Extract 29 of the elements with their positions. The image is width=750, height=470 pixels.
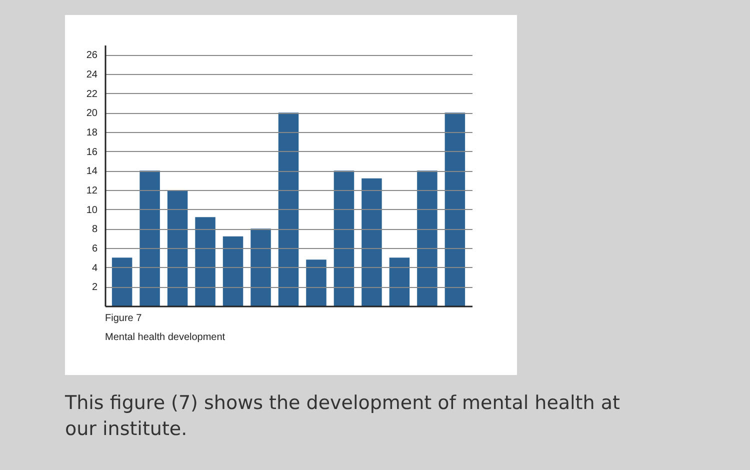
y-tick-label: 6 bbox=[92, 244, 98, 254]
bar bbox=[250, 228, 271, 306]
y-tick-label: 14 bbox=[86, 166, 98, 178]
bar bbox=[167, 190, 188, 306]
y-tick-label: 22 bbox=[86, 88, 98, 100]
y-tick-label: 10 bbox=[86, 204, 98, 216]
text: This figure (7) shows the development of mental health at our institute. bbox=[64, 392, 620, 440]
bar bbox=[444, 112, 466, 306]
caption: Figure 7 bbox=[105, 313, 142, 324]
y-tick-label: 24 bbox=[86, 70, 98, 80]
bar bbox=[334, 170, 354, 306]
bar bbox=[222, 236, 244, 306]
y-tick-label: 26 bbox=[86, 50, 98, 62]
bar bbox=[306, 260, 326, 306]
y-tick-label: 12 bbox=[86, 186, 98, 196]
bar bbox=[140, 170, 160, 306]
y-tick-label: 20 bbox=[86, 108, 98, 120]
y-tick-label: 18 bbox=[86, 128, 98, 138]
bar bbox=[278, 112, 299, 306]
y-tick-label: 2 bbox=[92, 282, 98, 294]
bar bbox=[389, 258, 410, 306]
y-tick-label: 16 bbox=[86, 146, 98, 158]
bar bbox=[112, 258, 132, 306]
y-tick-label: 8 bbox=[92, 224, 98, 236]
text: Mental health development bbox=[105, 332, 226, 343]
bar bbox=[195, 217, 216, 306]
y-tick-label: 4 bbox=[92, 262, 98, 274]
bar bbox=[417, 170, 438, 306]
bar bbox=[362, 178, 382, 306]
